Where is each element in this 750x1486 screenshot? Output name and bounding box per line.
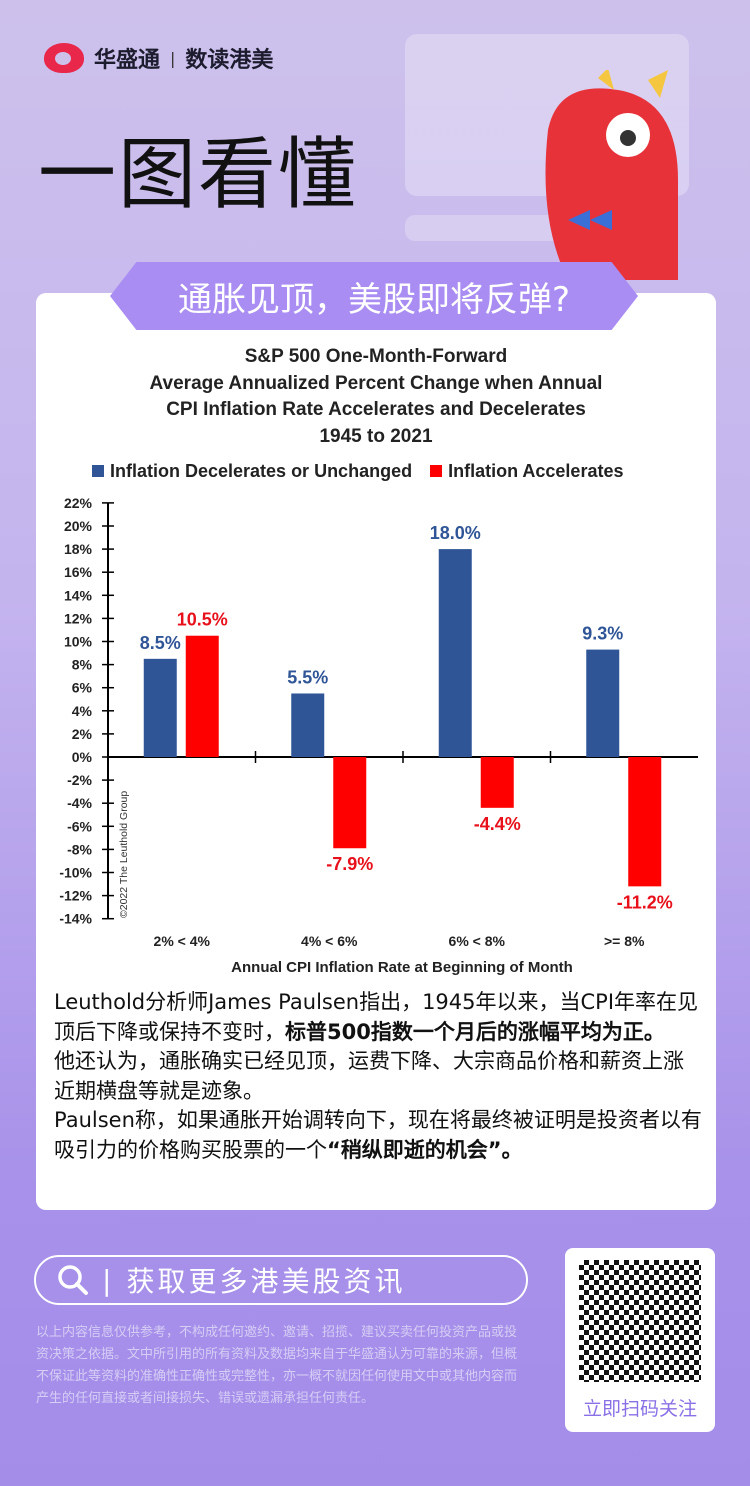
y-tick-label: 12% [64, 610, 93, 626]
data-label: -7.9% [326, 854, 373, 874]
cta-divider: | [102, 1263, 115, 1297]
bar-accelerates [480, 757, 514, 808]
y-tick-label: 2% [72, 726, 93, 742]
y-tick-label: 6% [72, 680, 93, 696]
page-title: 一图看懂 [38, 130, 359, 220]
bar-accelerates [628, 757, 662, 887]
qr-code[interactable] [579, 1260, 701, 1382]
article-body: Leuthold分析师James Paulsen指出，1945年以来，当CPI年… [54, 988, 704, 1165]
emphasis-text: 标普500指数一个月后的涨幅平均为正。 [285, 1019, 665, 1044]
brand-logo: 华盛通 | 数读港美 [44, 42, 273, 74]
y-tick-label: 22% [64, 495, 93, 511]
y-tick-label: 14% [64, 587, 93, 603]
more-news-button[interactable]: | 获取更多港美股资讯 [34, 1255, 528, 1305]
dragon-mascot-icon [545, 70, 678, 280]
data-label: 10.5% [177, 610, 228, 630]
bar-chart: 22% 20% 18% 16% 14% 12% 10% 8% 6% 4% 2% 0% -2% -4% -6%… [59, 495, 698, 976]
y-tick-label: 10% [64, 634, 93, 650]
legend-swatch [430, 465, 443, 477]
data-label: -4.4% [474, 814, 521, 834]
y-tick-label: 20% [64, 518, 93, 534]
brand-flame-icon [44, 43, 84, 73]
data-label: -11.2% [617, 892, 673, 912]
y-tick-label: 8% [72, 657, 93, 673]
x-tick-label: 2% < 4% [154, 933, 211, 949]
text: Leuthold分析师James Paulsen指出，1945年以来，当CPI年… [54, 990, 699, 1044]
bar-accelerates [333, 757, 367, 849]
chart-title-line: Average Annualized Percent Change when A… [149, 372, 603, 394]
brand-name: 华盛通 [94, 48, 161, 73]
y-tick-label: -12% [59, 888, 92, 904]
chart-title: S&P 500 One-Month-Forward Average Annual… [36, 344, 716, 450]
y-tick-label: -14% [59, 911, 92, 927]
y-tick-label: 16% [64, 564, 93, 580]
cta-label: 获取更多港美股资讯 [126, 1265, 406, 1298]
text: Paulsen称，如果通胀开始调转向下，现在将最终被证明是投资者以有吸引力的价格… [54, 1108, 702, 1162]
y-tick-label: -4% [67, 795, 92, 811]
bar-decelerates [143, 658, 177, 757]
x-axis-title: Annual CPI Inflation Rate at Beginning o… [231, 959, 573, 976]
y-tick-label: -6% [67, 818, 92, 834]
bar-decelerates [586, 649, 620, 757]
legend-label: Inflation Accelerates [448, 461, 624, 481]
data-label: 9.3% [582, 624, 623, 644]
chart-legend: Inflation Decelerates or Unchanged Infla… [92, 461, 623, 482]
disclaimer: 以上内容信息仅供参考，不构成任何邀约、邀请、招揽、建议买卖任何投资产品或投资决策… [36, 1325, 518, 1406]
y-tick-label: 0% [72, 749, 93, 765]
chart-title-line: CPI Inflation Rate Accelerates and Decel… [166, 399, 586, 420]
text: 。 [501, 1137, 523, 1162]
legend-label: Inflation Decelerates or Unchanged [110, 461, 413, 481]
legend-swatch [92, 465, 104, 477]
x-tick-label: >= 8% [604, 933, 645, 949]
brand-divider: | [170, 48, 176, 68]
headline-banner: 通胀见顶，美股即将反弹? [110, 262, 638, 330]
y-tick-label: -8% [67, 841, 92, 857]
legend-item-decelerates: Inflation Decelerates or Unchanged [92, 461, 412, 482]
x-tick-label: 6% < 8% [449, 933, 506, 949]
data-label: 8.5% [140, 633, 181, 653]
bar-accelerates [185, 635, 219, 757]
y-tick-label: -10% [59, 865, 92, 881]
y-tick-label: 18% [64, 541, 93, 557]
x-tick-label: 4% < 6% [301, 933, 358, 949]
bar-decelerates [291, 693, 325, 757]
data-label: 18.0% [430, 523, 481, 543]
paragraph-2: 他还认为，通胀确实已经见顶，运费下降、大宗商品价格和薪资上涨近期横盘等就是迹象。 [54, 1049, 684, 1103]
emphasis-text: “稍纵即逝的机会” [327, 1137, 502, 1162]
column-name: 数读港美 [185, 48, 274, 73]
search-icon [58, 1265, 88, 1295]
qr-card: 立即扫码关注 [565, 1248, 715, 1432]
y-tick-label: 4% [72, 703, 93, 719]
qr-label: 立即扫码关注 [582, 1398, 697, 1420]
paragraph-3: Paulsen称，如果通胀开始调转向下，现在将最终被证明是投资者以有吸引力的价格… [54, 1106, 704, 1165]
paragraph-1: Leuthold分析师James Paulsen指出，1945年以来，当CPI年… [54, 988, 704, 1047]
chart-title-line: 1945 to 2021 [319, 425, 433, 447]
y-tick-label: -2% [67, 772, 92, 788]
chart-title-line: S&P 500 One-Month-Forward [244, 346, 508, 367]
data-label: 5.5% [287, 667, 328, 687]
bar-decelerates [438, 549, 472, 757]
copyright-label: ©2022 The Leuthold Group [118, 791, 130, 918]
legend-item-accelerates: Inflation Accelerates [430, 461, 623, 482]
